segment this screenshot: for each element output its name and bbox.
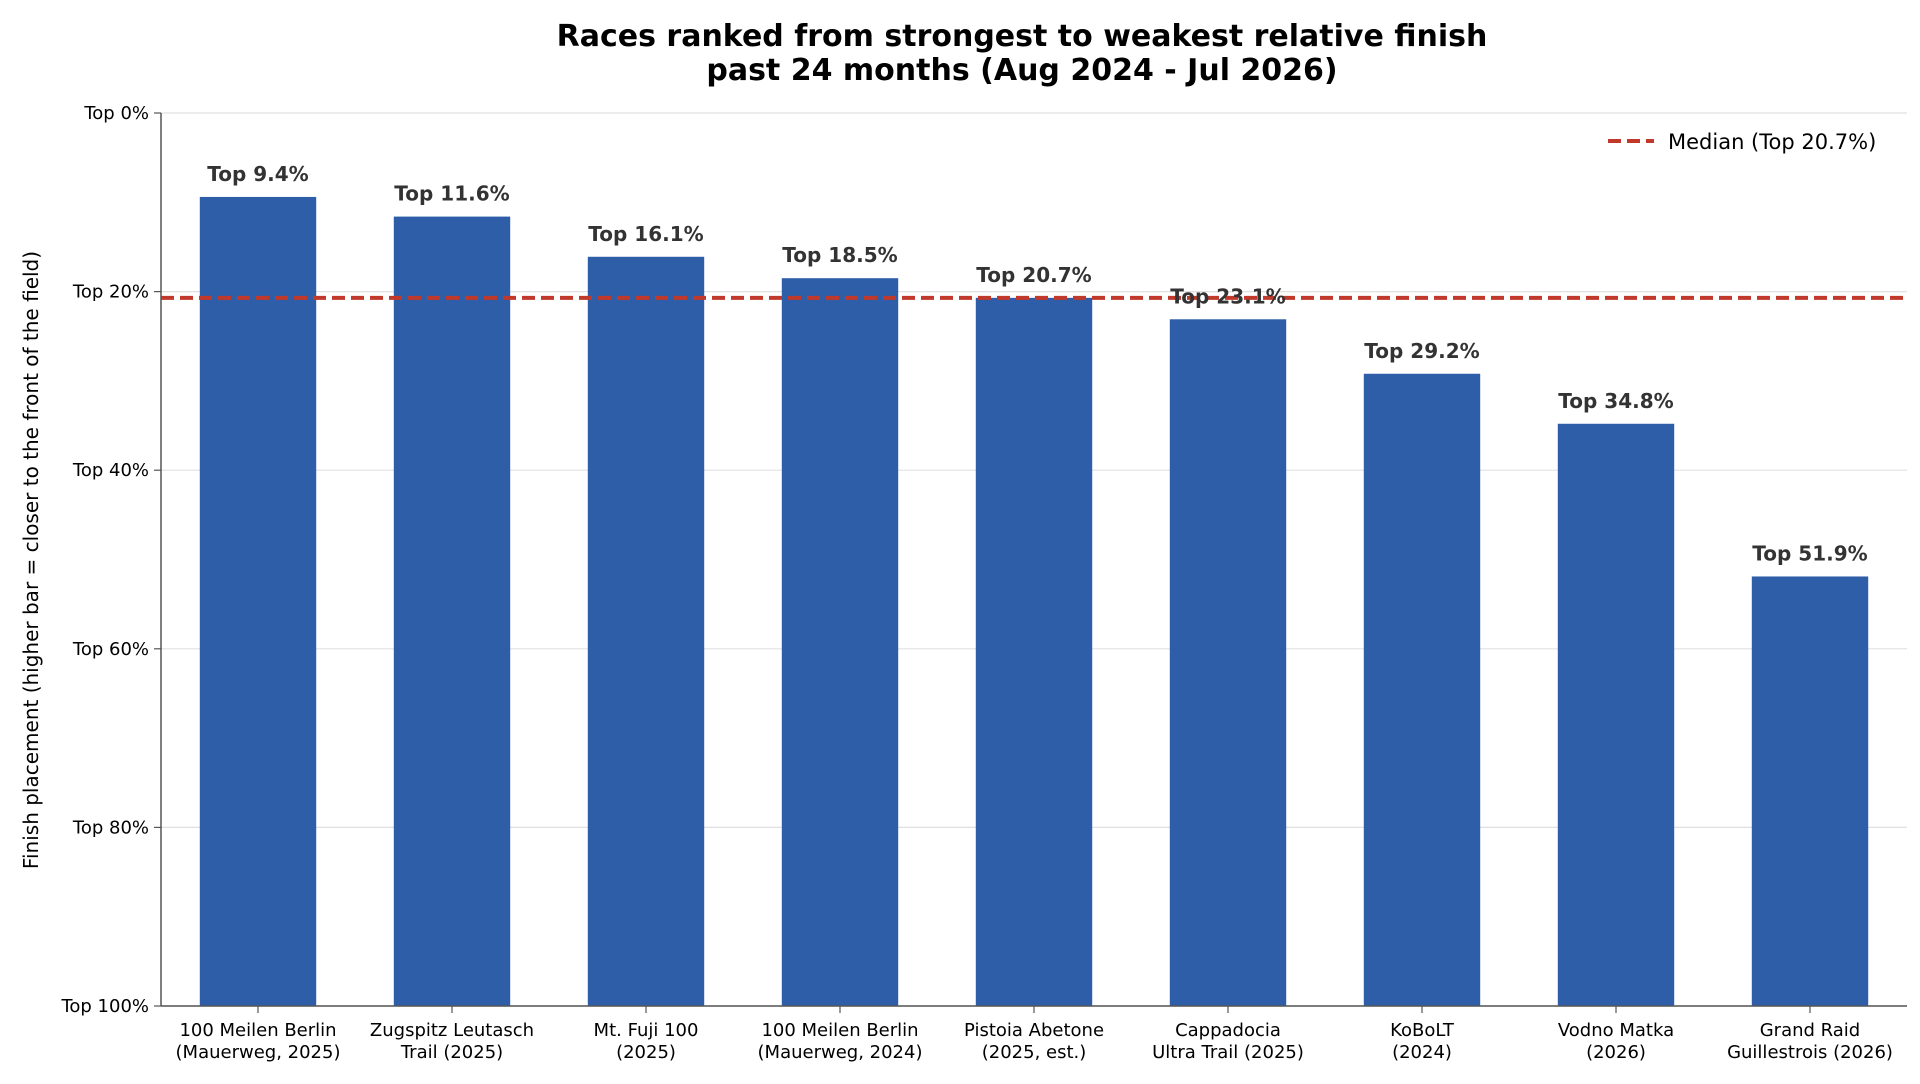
x-tick-label-line: Vodno Matka [1558, 1020, 1674, 1041]
x-tick-label-line: (Mauerweg, 2025) [176, 1042, 341, 1063]
data-label: Top 16.1% [588, 222, 703, 246]
data-label: Top 34.8% [1558, 389, 1673, 413]
bar [1169, 319, 1287, 1007]
data-label: Top 20.7% [976, 263, 1091, 287]
y-tick-label: Top 60% [72, 639, 149, 660]
x-tick-label: Cappadocia Ultra Trail (2025) [1152, 1020, 1304, 1063]
x-tick-label-line: Mt. Fuji 100 [594, 1020, 699, 1041]
x-tick-label-line: 100 Meilen Berlin [761, 1020, 918, 1041]
x-tick-label-line: Cappadocia [1175, 1020, 1281, 1041]
bars [199, 196, 1869, 1007]
bar [393, 216, 511, 1006]
y-tick-label: Top 100% [60, 996, 149, 1017]
axes: Top 0% Top 20% Top 40% Top 60% Top 80% Top 10… [60, 103, 1907, 1063]
data-label: Top 11.6% [394, 182, 509, 206]
legend-median-label: Median (Top 20.7%) [1668, 130, 1876, 154]
y-tick-label: Top 80% [72, 817, 149, 838]
y-tick-label: Top 40% [72, 460, 149, 481]
x-tick-label-line: Pistoia Abetone [964, 1020, 1104, 1041]
x-tick-label-line: Guillestrois (2026) [1727, 1042, 1893, 1063]
legend: Median (Top 20.7%) [1608, 130, 1876, 154]
chart-subtitle: past 24 months (Aug 2024 - Jul 2026) [706, 53, 1337, 88]
x-tick-label-line: 100 Meilen Berlin [179, 1020, 336, 1041]
x-tick-label-line: Zugspitz Leutasch [370, 1020, 534, 1041]
x-tick-label-line: KoBoLT [1390, 1020, 1455, 1041]
x-tick-label-line: Grand Raid [1760, 1020, 1861, 1041]
bar [781, 278, 899, 1007]
x-tick-label: Mt. Fuji 100 (2025) [594, 1020, 699, 1063]
bar [975, 297, 1093, 1006]
y-tick-label: Top 20% [72, 282, 149, 303]
bar [1557, 423, 1675, 1006]
bar [199, 196, 317, 1006]
x-tick-label: Pistoia Abetone (2025, est.) [964, 1020, 1104, 1063]
x-tick-label: Vodno Matka (2026) [1558, 1020, 1674, 1063]
x-tick-label: Grand Raid Guillestrois (2026) [1727, 1020, 1893, 1063]
x-tick-label: 100 Meilen Berlin (Mauerweg, 2025) [176, 1020, 341, 1063]
x-tick-label-line: (2024) [1392, 1042, 1452, 1063]
x-tick-label-line: Ultra Trail (2025) [1152, 1042, 1304, 1063]
y-tick-label: Top 0% [83, 103, 149, 124]
x-tick-label: 100 Meilen Berlin (Mauerweg, 2024) [758, 1020, 923, 1063]
x-tick-label-line: (Mauerweg, 2024) [758, 1042, 923, 1063]
bar [1751, 576, 1869, 1006]
data-label: Top 51.9% [1752, 541, 1867, 565]
bar [1363, 373, 1481, 1007]
bar [587, 256, 705, 1006]
x-tick-label-line: (2026) [1586, 1042, 1646, 1063]
x-tick-label-line: (2025) [616, 1042, 676, 1063]
data-label: Top 18.5% [782, 243, 897, 267]
data-label: Top 9.4% [207, 162, 308, 186]
data-label: Top 29.2% [1364, 339, 1479, 363]
x-tick-label: Zugspitz Leutasch Trail (2025) [370, 1020, 534, 1063]
data-label: Top 23.1% [1170, 284, 1285, 308]
y-axis-label: Finish placement (higher bar = closer to… [19, 251, 43, 869]
x-tick-label-line: Trail (2025) [400, 1042, 503, 1063]
x-tick-label-line: (2025, est.) [982, 1042, 1087, 1063]
chart-title: Races ranked from strongest to weakest r… [557, 19, 1488, 54]
x-tick-label: KoBoLT (2024) [1390, 1020, 1455, 1063]
data-labels: Top 9.4% Top 11.6% Top 16.1% Top 18.5% Top 2… [207, 162, 1867, 566]
